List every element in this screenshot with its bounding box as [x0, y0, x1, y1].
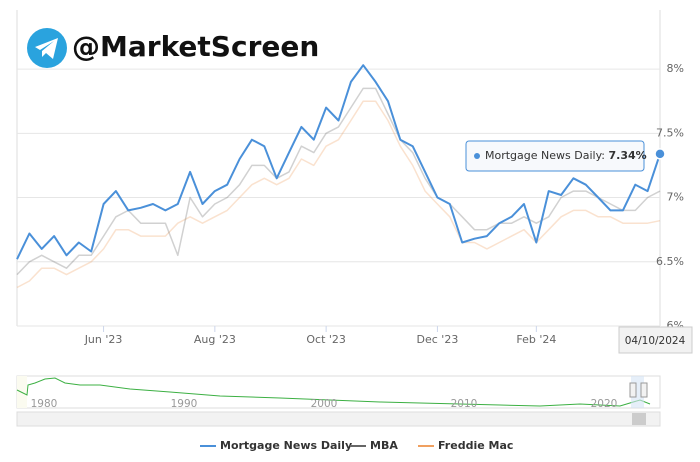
series-line — [16, 100, 661, 289]
navigator-label: 1990 — [171, 398, 198, 410]
y-tick-label: 8% — [667, 62, 684, 75]
x-tick-label: Jun '23 — [84, 333, 123, 346]
navigator-label: 2010 — [451, 398, 478, 410]
tooltip-series: Mortgage News Daily — [485, 149, 603, 162]
navigator-box — [16, 375, 661, 409]
y-tick-label: 7% — [667, 191, 684, 204]
legend-label: Freddie Mac — [438, 439, 513, 452]
navigator-handle[interactable] — [640, 382, 648, 398]
legend: Mortgage News Daily MBA Freddie Mac — [200, 439, 513, 452]
tooltip-dot — [474, 153, 480, 159]
navigator-label: 2020 — [591, 398, 618, 410]
date-label: 04/10/2024 — [618, 326, 693, 354]
lines — [16, 64, 666, 289]
y-tick-label: 7.5% — [656, 126, 684, 139]
watermark-text: @MarketScreen — [72, 30, 319, 63]
navigator-label: 2000 — [311, 398, 338, 410]
tooltip-box — [465, 140, 645, 172]
tooltip: Mortgage News Daily: 7.34% — [465, 140, 647, 172]
legend-label: MBA — [370, 439, 398, 452]
date-text: 04/10/2024 — [625, 335, 686, 347]
scrollbar-thumb[interactable] — [632, 413, 646, 425]
navigator: 1980 1990 2000 2010 2020 — [16, 375, 661, 427]
date-box — [618, 326, 693, 354]
tooltip-label: Mortgage News Daily: 7.34% — [485, 149, 647, 162]
x-tick-label: Oct '23 — [306, 333, 346, 346]
x-tick-label: Feb '24 — [516, 333, 556, 346]
y-tick-label: 6.5% — [656, 255, 684, 268]
x-tick-label: Aug '23 — [194, 333, 236, 346]
navigator-labels: 1980 1990 2000 2010 2020 — [31, 398, 618, 410]
legend-label: Mortgage News Daily — [220, 439, 352, 452]
grid — [17, 68, 660, 327]
watermark: @MarketScreen — [27, 28, 319, 68]
x-tick-label: Dec '23 — [417, 333, 459, 346]
series-line — [16, 87, 661, 276]
navigator-line — [16, 377, 651, 407]
series-line — [16, 64, 661, 260]
hover-point — [654, 148, 666, 160]
tooltip-sep: : — [601, 149, 608, 162]
navigator-label: 1980 — [31, 398, 58, 410]
navigator-handle[interactable] — [629, 382, 637, 398]
tooltip-value: 7.34% — [608, 149, 646, 162]
ticks: 6%6.5%7%7.5%8%Jun '23 Aug '23 Oct '23 Dec '… — [84, 62, 684, 346]
telegram-plane — [35, 38, 58, 59]
scrollbar[interactable] — [16, 411, 661, 427]
